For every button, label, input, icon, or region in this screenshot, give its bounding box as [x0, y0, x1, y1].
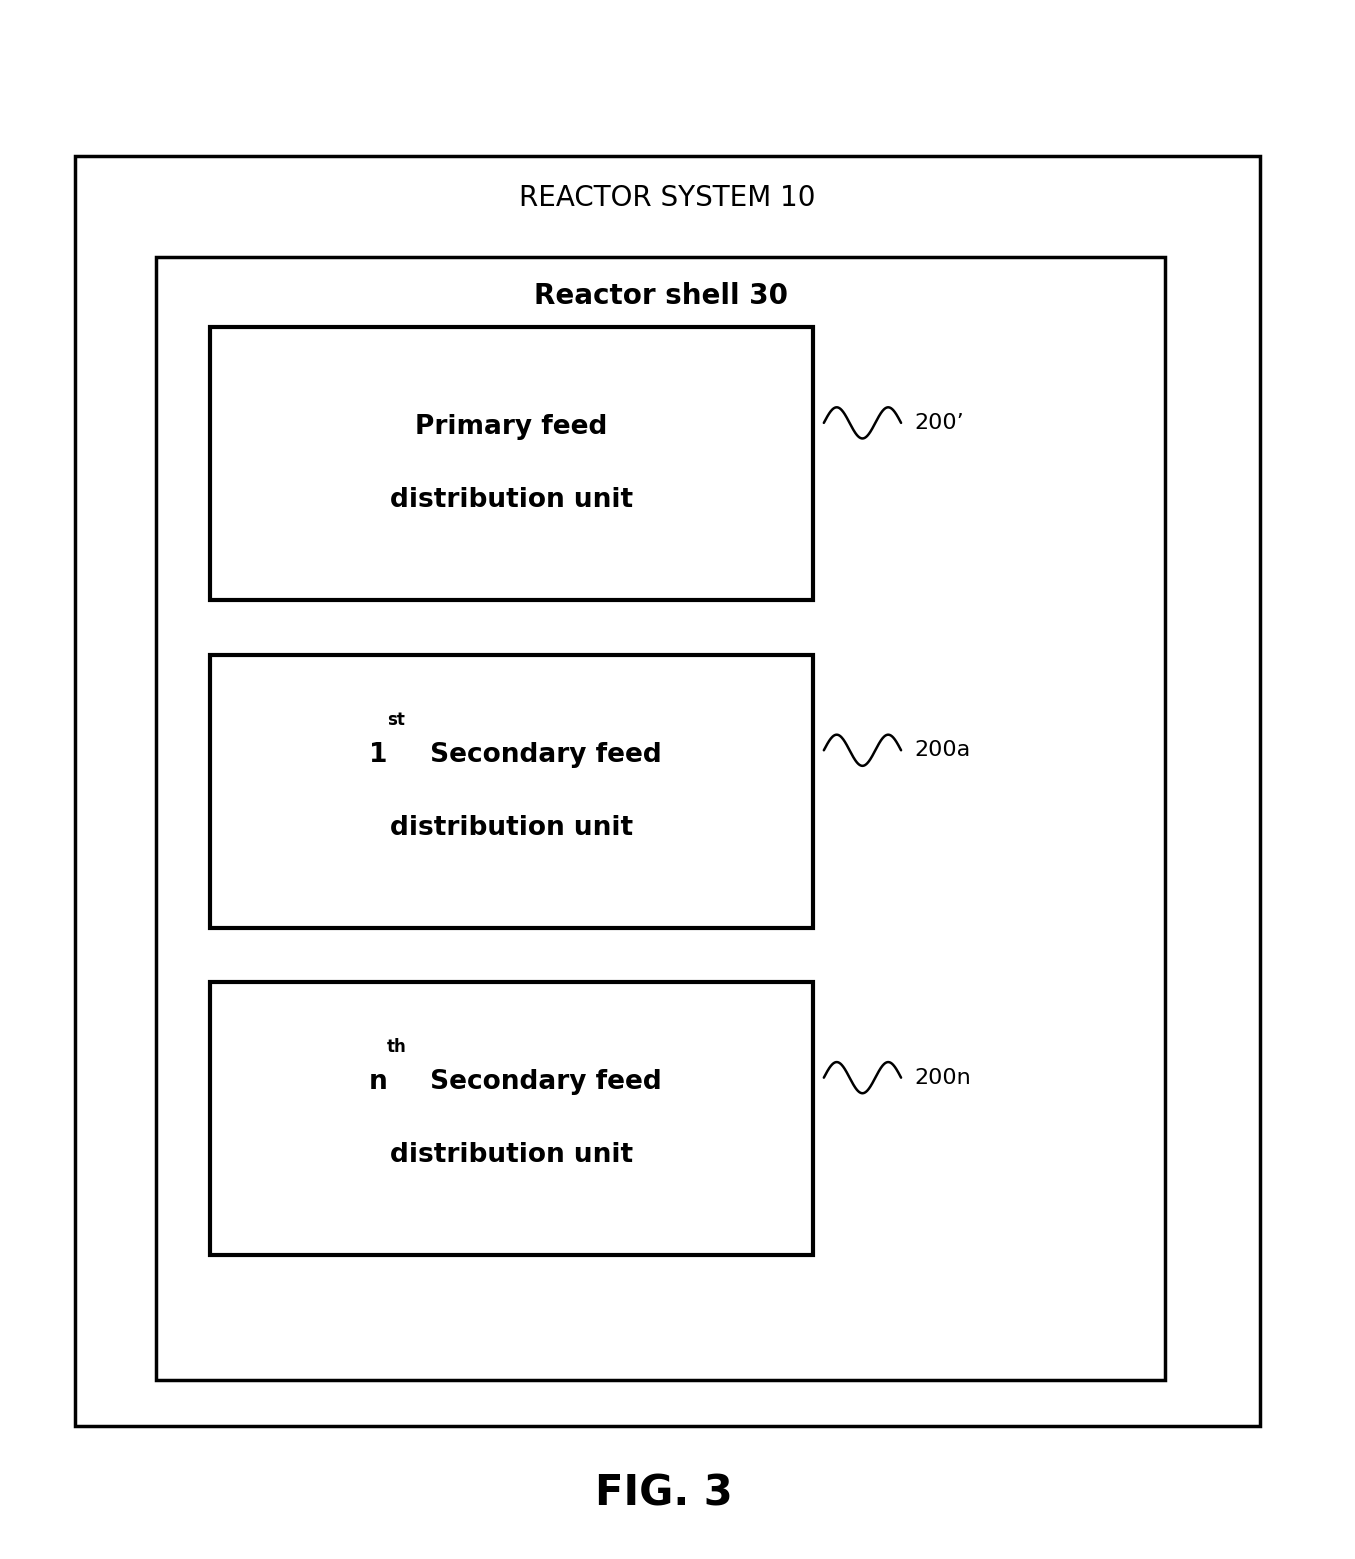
FancyBboxPatch shape [75, 156, 1260, 1426]
Text: 200n: 200n [915, 1068, 972, 1088]
Text: distribution unit: distribution unit [390, 486, 633, 513]
Text: Reactor shell 30: Reactor shell 30 [534, 282, 787, 310]
Text: distribution unit: distribution unit [390, 814, 633, 840]
Text: distribution unit: distribution unit [390, 1143, 633, 1168]
FancyBboxPatch shape [210, 982, 813, 1255]
Text: 200’: 200’ [915, 413, 965, 433]
Text: REACTOR SYSTEM 10: REACTOR SYSTEM 10 [519, 184, 816, 212]
Text: 1: 1 [369, 742, 388, 767]
Text: Primary feed: Primary feed [416, 415, 607, 441]
FancyBboxPatch shape [210, 655, 813, 928]
Text: n: n [369, 1069, 388, 1096]
Text: FIG. 3: FIG. 3 [595, 1473, 733, 1514]
Text: Secondary feed: Secondary feed [421, 742, 661, 767]
Text: Secondary feed: Secondary feed [421, 1069, 661, 1096]
Text: st: st [388, 711, 405, 728]
Text: th: th [388, 1038, 406, 1057]
Text: 200a: 200a [915, 741, 972, 761]
FancyBboxPatch shape [156, 257, 1165, 1380]
FancyBboxPatch shape [210, 327, 813, 600]
